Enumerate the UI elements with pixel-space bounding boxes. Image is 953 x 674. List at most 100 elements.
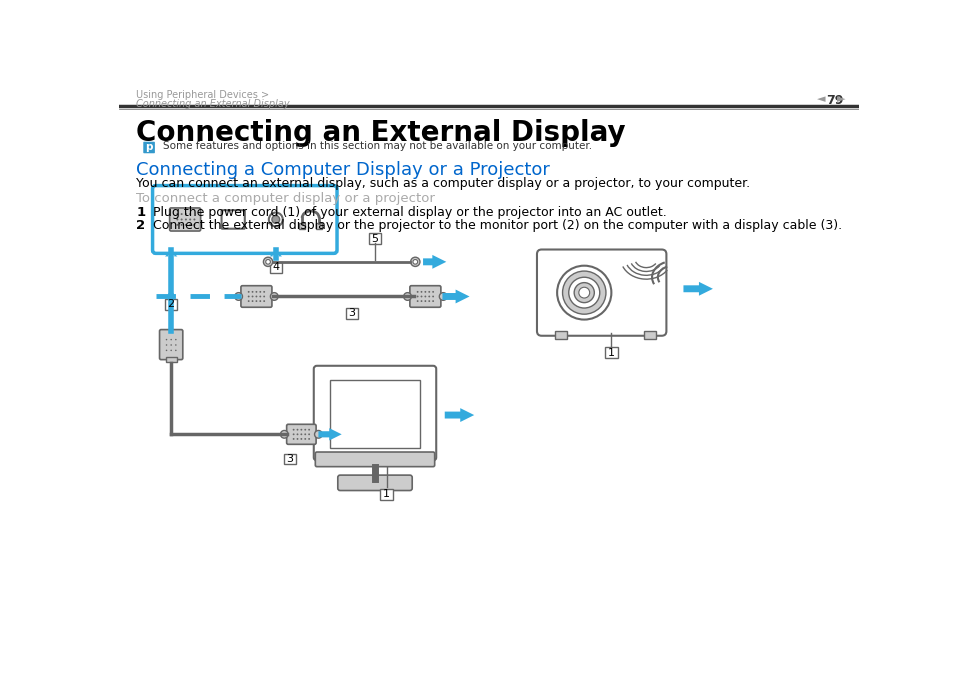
Circle shape bbox=[562, 271, 605, 314]
Circle shape bbox=[234, 293, 242, 301]
Circle shape bbox=[185, 218, 187, 220]
Circle shape bbox=[171, 344, 172, 346]
Bar bbox=[380, 489, 393, 499]
FancyArrow shape bbox=[422, 255, 446, 269]
Text: 2: 2 bbox=[168, 299, 174, 309]
Circle shape bbox=[420, 300, 422, 302]
Circle shape bbox=[428, 296, 430, 297]
Bar bbox=[166, 357, 176, 362]
Circle shape bbox=[308, 429, 310, 431]
Bar bbox=[330, 380, 419, 448]
Circle shape bbox=[263, 300, 265, 302]
Text: You can connect an external display, such as a computer display or a projector, : You can connect an external display, suc… bbox=[136, 177, 750, 190]
Text: 3: 3 bbox=[286, 454, 293, 464]
Text: Some features and options in this section may not be available on your computer.: Some features and options in this sectio… bbox=[163, 141, 592, 150]
Text: p: p bbox=[145, 142, 152, 152]
FancyBboxPatch shape bbox=[314, 366, 436, 460]
Circle shape bbox=[272, 216, 279, 223]
Text: 1: 1 bbox=[607, 348, 615, 358]
Text: 3: 3 bbox=[348, 309, 355, 318]
Circle shape bbox=[176, 218, 178, 220]
FancyBboxPatch shape bbox=[221, 210, 245, 228]
FancyBboxPatch shape bbox=[159, 330, 183, 360]
Text: 2: 2 bbox=[136, 220, 145, 233]
Circle shape bbox=[293, 429, 294, 431]
Text: Plug the power cord (1) of your external display or the projector into an AC out: Plug the power cord (1) of your external… bbox=[153, 206, 666, 218]
Bar bbox=[283, 454, 295, 464]
Circle shape bbox=[424, 291, 426, 293]
Circle shape bbox=[263, 296, 265, 297]
Circle shape bbox=[174, 339, 176, 340]
Circle shape bbox=[193, 224, 195, 226]
Circle shape bbox=[259, 291, 261, 293]
Text: 5: 5 bbox=[371, 234, 378, 244]
FancyArrow shape bbox=[682, 282, 712, 296]
FancyArrow shape bbox=[444, 408, 474, 422]
Circle shape bbox=[413, 259, 417, 264]
Text: Using Peripheral Devices >: Using Peripheral Devices > bbox=[136, 90, 269, 100]
Circle shape bbox=[568, 277, 599, 308]
Circle shape bbox=[428, 300, 430, 302]
FancyBboxPatch shape bbox=[410, 286, 440, 307]
Bar bbox=[604, 347, 617, 358]
Circle shape bbox=[300, 429, 302, 431]
Circle shape bbox=[259, 300, 261, 302]
Circle shape bbox=[252, 296, 253, 297]
Circle shape bbox=[314, 431, 322, 438]
Circle shape bbox=[180, 213, 182, 215]
Circle shape bbox=[304, 429, 306, 431]
Text: Connect the external display or the projector to the monitor port (2) on the com: Connect the external display or the proj… bbox=[153, 220, 841, 233]
Circle shape bbox=[248, 296, 250, 297]
Text: ►: ► bbox=[836, 94, 844, 104]
Circle shape bbox=[416, 296, 418, 297]
FancyBboxPatch shape bbox=[286, 425, 315, 444]
Circle shape bbox=[432, 291, 434, 293]
Bar bbox=[369, 233, 381, 244]
Bar bbox=[298, 222, 305, 228]
Circle shape bbox=[300, 433, 302, 435]
Circle shape bbox=[248, 300, 250, 302]
Circle shape bbox=[255, 300, 257, 302]
Circle shape bbox=[189, 213, 191, 215]
FancyBboxPatch shape bbox=[170, 208, 200, 231]
Circle shape bbox=[280, 431, 288, 438]
Circle shape bbox=[252, 300, 253, 302]
FancyBboxPatch shape bbox=[152, 185, 336, 253]
Text: Connecting an External Display: Connecting an External Display bbox=[136, 119, 625, 147]
Text: ◄: ◄ bbox=[816, 94, 824, 104]
Circle shape bbox=[428, 291, 430, 293]
Circle shape bbox=[300, 438, 302, 440]
Circle shape bbox=[180, 224, 182, 226]
Circle shape bbox=[176, 213, 178, 215]
FancyBboxPatch shape bbox=[241, 286, 272, 307]
Text: Connecting a Computer Display or a Projector: Connecting a Computer Display or a Proje… bbox=[136, 161, 550, 179]
Circle shape bbox=[574, 282, 594, 303]
Bar bbox=[555, 331, 567, 339]
FancyBboxPatch shape bbox=[337, 475, 412, 491]
Text: 1: 1 bbox=[383, 489, 390, 499]
Circle shape bbox=[171, 339, 172, 340]
Circle shape bbox=[193, 218, 195, 220]
Circle shape bbox=[416, 300, 418, 302]
Circle shape bbox=[410, 257, 419, 266]
FancyBboxPatch shape bbox=[143, 142, 154, 153]
Circle shape bbox=[403, 293, 411, 301]
Circle shape bbox=[304, 438, 306, 440]
Circle shape bbox=[557, 266, 611, 319]
Circle shape bbox=[416, 291, 418, 293]
Text: To connect a computer display or a projector: To connect a computer display or a proje… bbox=[136, 192, 435, 205]
Circle shape bbox=[269, 212, 282, 226]
Circle shape bbox=[296, 429, 298, 431]
Circle shape bbox=[263, 291, 265, 293]
Bar bbox=[315, 222, 322, 228]
Circle shape bbox=[439, 293, 447, 301]
Bar bbox=[345, 308, 357, 319]
FancyArrow shape bbox=[318, 428, 341, 441]
Circle shape bbox=[296, 433, 298, 435]
Circle shape bbox=[255, 291, 257, 293]
Circle shape bbox=[266, 259, 270, 264]
Circle shape bbox=[432, 300, 434, 302]
Circle shape bbox=[432, 296, 434, 297]
Circle shape bbox=[308, 438, 310, 440]
Bar bbox=[643, 331, 656, 339]
